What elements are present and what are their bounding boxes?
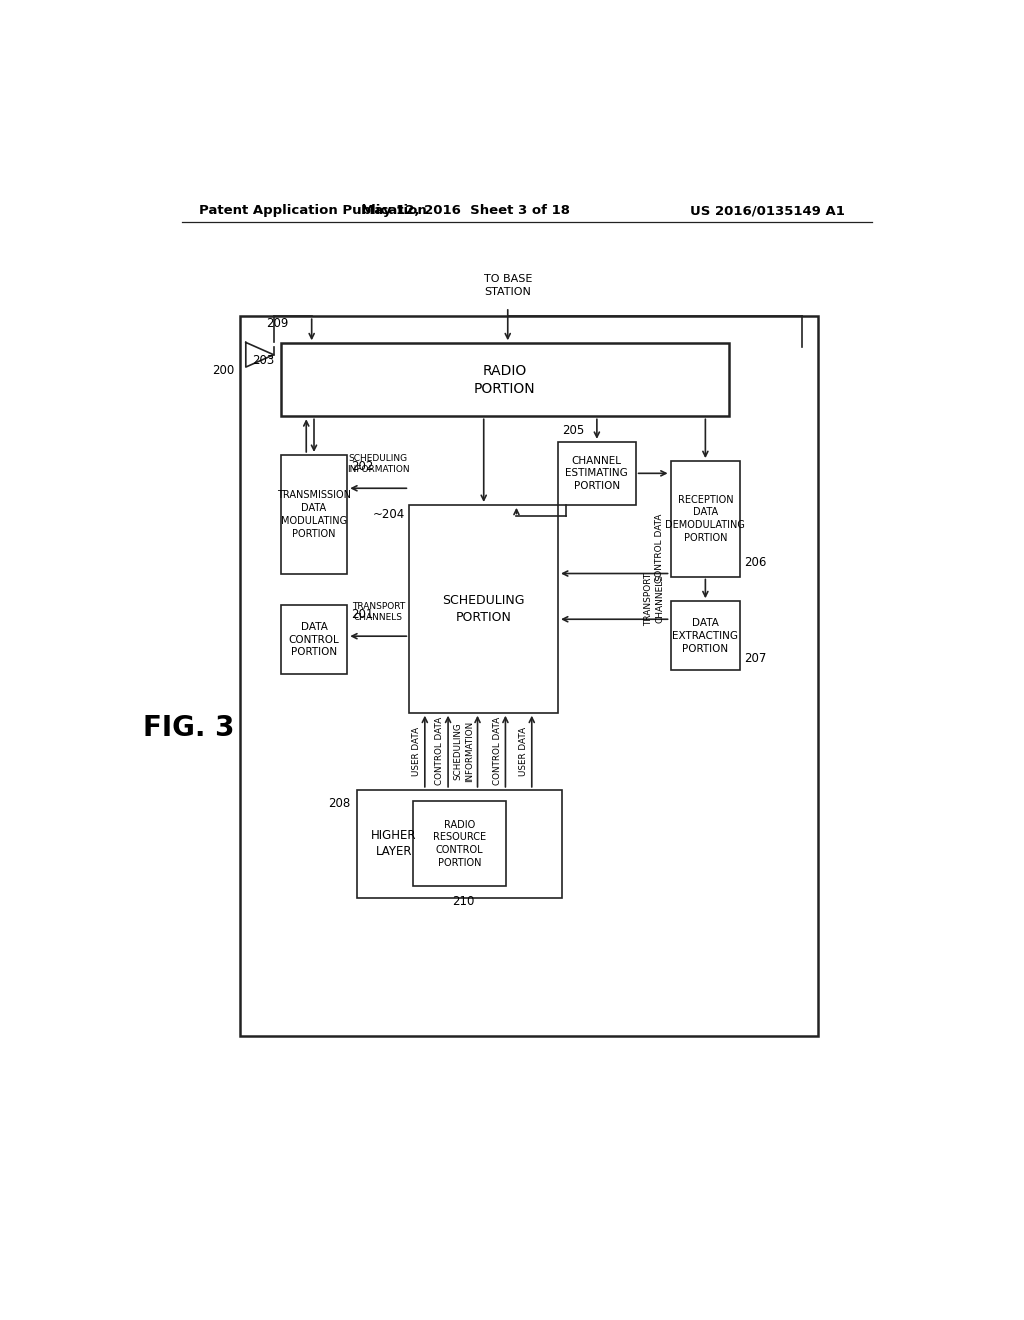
Text: 207: 207: [744, 652, 767, 665]
Text: CONTROL DATA: CONTROL DATA: [655, 513, 665, 582]
Text: 202: 202: [351, 459, 374, 473]
Text: CHANNEL
ESTIMATING
PORTION: CHANNEL ESTIMATING PORTION: [565, 455, 629, 491]
Bar: [410, 506, 558, 713]
Text: FIG. 3: FIG. 3: [142, 714, 234, 742]
Text: 208: 208: [328, 797, 350, 810]
Text: Patent Application Publication: Patent Application Publication: [200, 205, 427, 218]
Bar: [671, 601, 740, 671]
Bar: [356, 789, 562, 898]
Text: 210: 210: [453, 895, 475, 908]
Text: USER DATA: USER DATA: [412, 727, 421, 776]
Text: SCHEDULING
PORTION: SCHEDULING PORTION: [442, 594, 525, 623]
Text: 206: 206: [744, 556, 767, 569]
Text: ~204: ~204: [373, 508, 406, 520]
Text: SCHEDULING
INFORMATION: SCHEDULING INFORMATION: [454, 721, 474, 781]
Text: US 2016/0135149 A1: US 2016/0135149 A1: [690, 205, 845, 218]
Text: TO BASE
STATION: TO BASE STATION: [483, 275, 531, 297]
Text: 203: 203: [252, 354, 274, 367]
Bar: [414, 801, 506, 886]
Text: CONTROL DATA: CONTROL DATA: [435, 717, 444, 785]
Text: TRANSMISSION
DATA
MODULATING
PORTION: TRANSMISSION DATA MODULATING PORTION: [278, 490, 351, 539]
Polygon shape: [246, 342, 273, 367]
Bar: [558, 442, 636, 504]
Text: 205: 205: [562, 424, 585, 437]
Text: DATA
EXTRACTING
PORTION: DATA EXTRACTING PORTION: [673, 618, 738, 653]
Text: TRANSPORT
CHANNELS: TRANSPORT CHANNELS: [351, 602, 404, 622]
Text: May 12, 2016  Sheet 3 of 18: May 12, 2016 Sheet 3 of 18: [360, 205, 569, 218]
Text: RADIO
RESOURCE
CONTROL
PORTION: RADIO RESOURCE CONTROL PORTION: [433, 820, 486, 869]
Text: USER DATA: USER DATA: [519, 727, 528, 776]
Text: TRANSPORT
CHANNELS: TRANSPORT CHANNELS: [644, 573, 665, 626]
Text: RECEPTION
DATA
DEMODULATING
PORTION: RECEPTION DATA DEMODULATING PORTION: [666, 495, 745, 543]
Text: 209: 209: [266, 317, 289, 330]
Text: 201: 201: [351, 607, 374, 620]
Text: SCHEDULING
INFORMATION: SCHEDULING INFORMATION: [347, 454, 410, 474]
Bar: [281, 455, 347, 574]
Bar: [281, 605, 347, 675]
Text: CONTROL DATA: CONTROL DATA: [493, 717, 502, 785]
Text: RADIO
PORTION: RADIO PORTION: [474, 364, 536, 396]
Bar: [241, 317, 818, 1036]
Text: 200: 200: [212, 363, 234, 376]
Text: DATA
CONTROL
PORTION: DATA CONTROL PORTION: [289, 622, 339, 657]
Text: HIGHER
LAYER: HIGHER LAYER: [371, 829, 417, 858]
Bar: [671, 461, 740, 577]
Bar: [281, 343, 729, 416]
